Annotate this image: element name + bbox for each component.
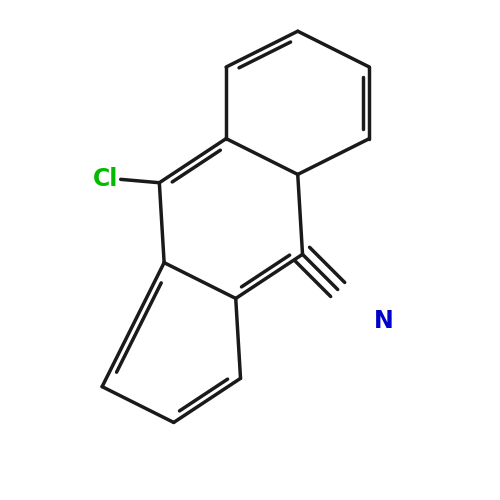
Text: Cl: Cl — [93, 168, 118, 192]
Text: N: N — [374, 309, 394, 333]
